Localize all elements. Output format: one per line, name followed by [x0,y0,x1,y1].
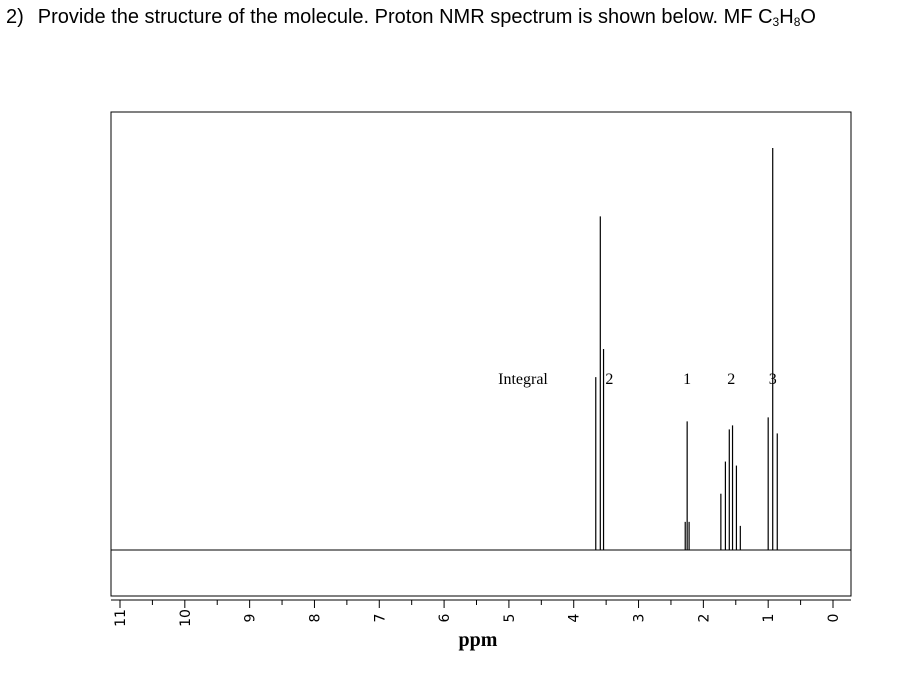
integral-value: 1 [683,371,691,388]
integral-value: 3 [769,371,777,388]
question-body: Provide the structure of the molecule. P… [37,6,773,28]
integral-title: Integral [498,371,548,388]
spectrum-peaks [595,148,778,550]
integral-labels: 2 1 2 3 [605,371,776,388]
x-tick-label: 9 [243,614,259,623]
x-tick-label: 7 [372,614,388,623]
formula-o: O [800,6,816,28]
x-tick-label: 8 [307,614,323,623]
x-tick-label: 0 [826,614,842,623]
x-tick-label: 4 [567,613,583,622]
formula-h-count: 8 [793,15,801,29]
integral-value: 2 [727,371,735,388]
x-tick-label: 1 [761,614,777,623]
x-axis-label: ppm [459,629,498,651]
x-axis-minor-ticks [151,600,802,605]
x-tick-label: 6 [437,613,453,622]
plot-frame [110,111,852,597]
question-text: 2) Provide the structure of the molecule.… [6,6,816,29]
x-tick-label: 3 [632,614,648,623]
x-tick-label: 2 [696,614,712,623]
question-number: 2) [6,6,24,28]
x-tick-label: 10 [178,609,194,627]
formula-c-count: 3 [772,15,780,29]
x-axis-major-ticks [119,600,834,608]
formula-h: H [779,6,794,28]
x-tick-label: 11 [113,609,129,627]
x-tick-label: 5 [502,614,518,623]
x-axis-tick-labels: 11 10 9 8 7 6 5 4 3 2 1 0 [113,609,842,627]
integral-value: 2 [605,371,613,388]
